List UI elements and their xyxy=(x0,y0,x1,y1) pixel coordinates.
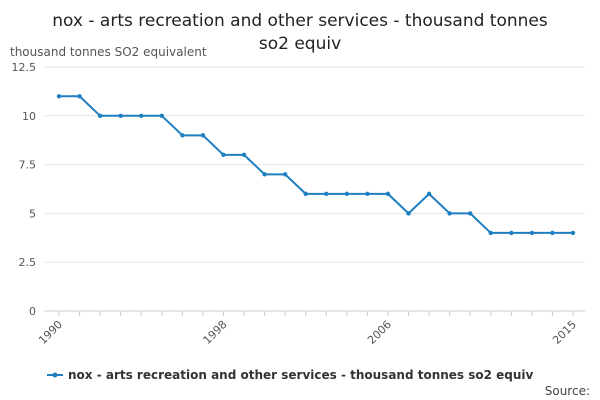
x-tick-label: 1990 xyxy=(36,318,65,347)
x-axis-ticks: 1990 1998 2006 2015 xyxy=(36,311,579,347)
chart-title-line-1: nox - arts recreation and other services… xyxy=(52,11,548,31)
data-point xyxy=(77,94,82,99)
data-point xyxy=(262,172,267,177)
legend: nox - arts recreation and other services… xyxy=(47,368,534,382)
y-tick-label: 12.5 xyxy=(12,61,37,74)
x-tick-label: 2006 xyxy=(365,318,394,347)
data-point xyxy=(97,113,103,119)
data-point xyxy=(529,230,535,236)
data-point xyxy=(282,172,288,177)
data-point xyxy=(139,113,144,119)
gridlines: thousand tonnes SO2 equivalent xyxy=(10,45,585,312)
y-tick-label: 0 xyxy=(29,305,36,318)
data-point xyxy=(221,152,226,158)
chart-title: nox - arts recreation and other services… xyxy=(0,10,600,56)
data-point xyxy=(468,211,473,216)
data-point xyxy=(118,113,123,119)
x-tick-label: 1998 xyxy=(201,318,230,347)
data-point xyxy=(509,230,514,236)
y-tick-label: 2.5 xyxy=(19,256,37,269)
data-point xyxy=(447,211,452,216)
data-point xyxy=(303,191,308,197)
y-axis-label: thousand tonnes SO2 equivalent xyxy=(10,45,207,59)
data-point xyxy=(56,94,62,99)
data-point xyxy=(385,191,391,197)
source-label: Source: xyxy=(544,384,590,398)
legend-label[interactable]: nox - arts recreation and other services… xyxy=(68,368,534,382)
legend-marker xyxy=(52,372,58,378)
series-line xyxy=(59,95,573,234)
data-point xyxy=(159,113,164,119)
y-tick-label: 10 xyxy=(22,110,36,123)
data-point xyxy=(241,152,247,158)
data-point xyxy=(365,191,370,197)
series-layer xyxy=(56,94,576,236)
y-axis-ticks: 0 2.5 5 7.5 10 12.5 xyxy=(12,61,37,318)
y-tick-label: 7.5 xyxy=(19,159,37,172)
data-point xyxy=(550,230,555,236)
x-tick-label: 2015 xyxy=(550,318,579,347)
data-point xyxy=(344,191,350,197)
data-point xyxy=(406,211,411,216)
data-point xyxy=(488,230,493,236)
data-point xyxy=(200,133,206,138)
y-tick-label: 5 xyxy=(29,207,36,220)
data-point xyxy=(570,230,576,236)
data-point xyxy=(426,191,432,197)
chart-title-line-2: so2 equiv xyxy=(258,34,342,54)
data-point xyxy=(324,191,329,197)
data-point xyxy=(180,133,185,138)
